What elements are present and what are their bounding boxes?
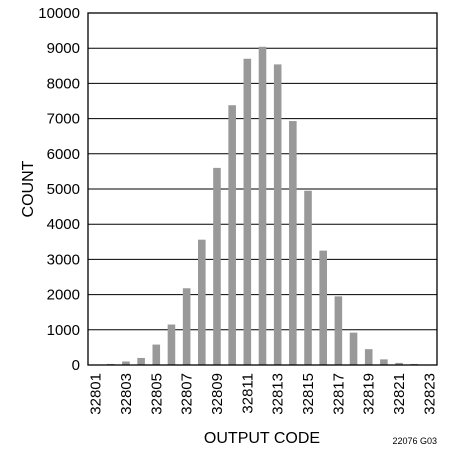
y-tick-label: 2000 [47,287,80,304]
x-tick-label: 32801 [88,373,105,415]
bar-32816 [319,250,327,365]
bar-32804 [137,357,145,365]
y-tick-label: 9000 [47,40,80,57]
y-tick-label: 8000 [47,75,80,92]
y-tick-label: 0 [72,357,80,374]
bar-32812 [258,46,267,366]
y-tick-label: 4000 [47,216,80,233]
y-tick-label: 5000 [47,181,80,198]
bar-32810 [228,105,236,365]
x-tick-label: 32821 [391,373,408,415]
bar-32814 [289,121,297,366]
bar-32820 [380,359,388,365]
bar-32819 [364,349,373,365]
x-tick-label: 32813 [270,373,287,415]
y-tick-label: 7000 [47,111,80,128]
bar-32811 [243,58,252,365]
bars [106,46,419,366]
bar-32807 [182,288,191,365]
bar-32806 [167,324,176,365]
x-tick-label: 32815 [300,373,317,415]
y-tick-labels: 0 1000 2000 3000 4000 5000 6000 7000 8000 9000 100… [38,5,80,374]
bar-32817 [334,296,343,365]
y-tick-label: 3000 [47,251,80,268]
bar-32803 [122,361,130,365]
x-tick-label: 32819 [361,373,378,415]
plot-frame [87,12,438,366]
bar-32815 [304,190,312,365]
x-tick-label: 32823 [421,373,438,415]
bar-32809 [213,167,221,365]
bar-32805 [152,344,161,365]
bar-32818 [349,332,358,365]
y-tick-label: 6000 [47,146,80,163]
y-tick-label: 1000 [47,322,80,339]
bar-32813 [273,64,282,365]
bar-32808 [198,239,206,365]
bar-32821 [395,362,403,365]
y-axis-title: COUNT [20,160,37,217]
x-tick-label: 32807 [179,373,196,415]
x-tick-label: 32817 [330,373,347,415]
x-tick-labels: 32801 32803 32805 32807 32809 32811 32813 32815… [88,373,439,415]
figure-id: 22076 G03 [392,436,437,446]
x-tick-label: 32811 [239,373,256,414]
x-tick-label: 32809 [209,373,226,415]
x-tick-label: 32803 [118,373,135,415]
x-axis-title: OUTPUT CODE [204,430,320,447]
y-tick-label: 10000 [38,5,80,22]
x-tick-label: 32805 [148,373,165,415]
